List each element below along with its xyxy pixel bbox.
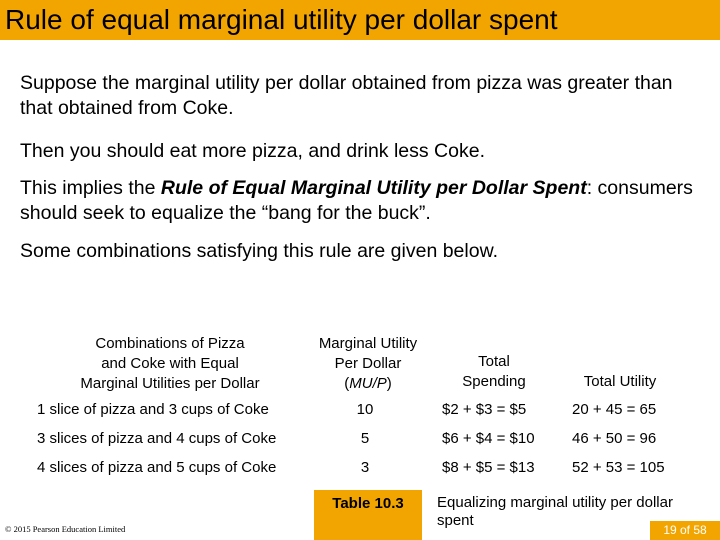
cell-spending: $6 + $4 = $10	[442, 430, 535, 447]
slide-title: Rule of equal marginal utility per dolla…	[5, 4, 558, 35]
rule-name: Rule of Equal Marginal Utility per Dolla…	[160, 177, 587, 199]
cell-utility: 20 + 45 = 65	[572, 401, 657, 418]
cell-combination: 3 slices of pizza and 4 cups of Coke	[37, 430, 277, 447]
table-label: Table 10.3	[332, 495, 404, 512]
paragraph-pizza-vs-coke: Suppose the marginal utility per dollar …	[20, 72, 673, 119]
header-total-spending: Total Spending	[434, 352, 554, 392]
paragraph-rule: This implies the Rule of Equal Marginal …	[20, 176, 700, 226]
cell-spending: $8 + $5 = $13	[442, 459, 535, 476]
table-label-box: Table 10.3	[314, 490, 422, 540]
mu-formula: MU/P	[349, 375, 387, 392]
cell-utility: 52 + 53 = 105	[572, 459, 665, 476]
paragraph-combinations-intro: Some combinations satisfying this rule a…	[20, 240, 498, 262]
header-spending-line: Spending	[462, 373, 526, 390]
cell-combination: 1 slice of pizza and 3 cups of Coke	[37, 401, 269, 418]
cell-utility: 46 + 50 = 96	[572, 430, 657, 447]
header-mu-per-dollar: Marginal Utility Per Dollar (MU/P)	[302, 334, 434, 394]
paren-open: (	[344, 375, 350, 392]
cell-mu-per-dollar: 5	[360, 430, 370, 447]
header-combinations-line: Combinations of Pizza	[95, 335, 245, 352]
header-combinations-line: and Coke with Equal	[101, 355, 239, 372]
header-combinations: Combinations of Pizza and Coke with Equa…	[55, 334, 285, 394]
header-spending-line: Total	[478, 353, 510, 370]
header-mu-line: Marginal Utility	[318, 335, 418, 352]
rule-explanation: : consumers should seek to equalize the …	[20, 177, 693, 224]
cell-mu-per-dollar: 3	[360, 459, 370, 476]
header-combinations-line: Marginal Utilities per Dollar	[80, 375, 260, 392]
paragraph-eat-more-pizza: Then you should eat more pizza, and drin…	[20, 140, 486, 162]
table-caption: Equalizing marginal utility per dollar s…	[437, 494, 673, 529]
header-mu-formula-line: (MU/P)	[302, 374, 434, 394]
title-bar: Rule of equal marginal utility per dolla…	[0, 0, 720, 40]
cell-mu-per-dollar: 10	[356, 401, 374, 418]
header-mu-line: Per Dollar	[334, 355, 402, 372]
header-total-utility: Total Utility	[583, 373, 657, 390]
cell-combination: 4 slices of pizza and 5 cups of Coke	[37, 459, 277, 476]
paren-close: )	[386, 375, 392, 392]
page-number: 19 of 58	[650, 521, 720, 540]
cell-spending: $2 + $3 = $5	[442, 401, 527, 418]
copyright-notice: © 2015 Pearson Education Limited	[5, 524, 126, 534]
rule-intro: This implies the	[20, 177, 161, 199]
